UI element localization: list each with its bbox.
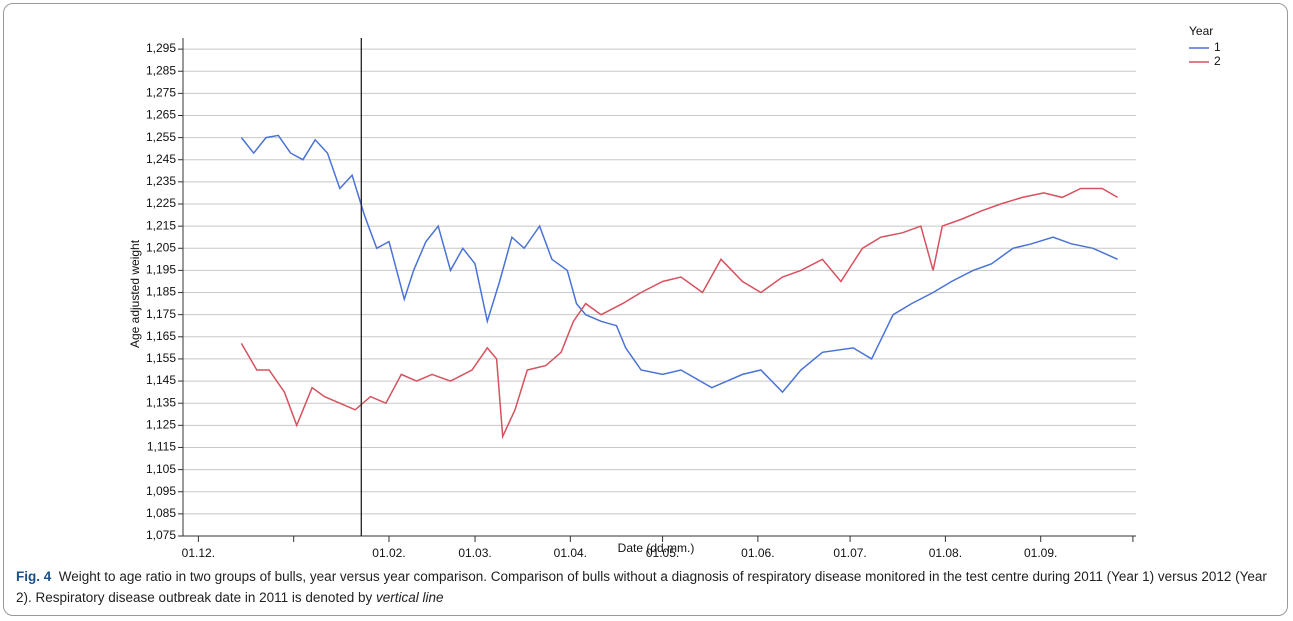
x-tick-label: 01.08. xyxy=(929,546,962,560)
y-tick-label: 1,105 xyxy=(146,462,176,476)
y-tick-label: 1,275 xyxy=(146,86,176,100)
series-line xyxy=(240,187,1118,440)
y-axis-label: Age adjusted weight xyxy=(128,239,142,348)
y-tick-label: 1,195 xyxy=(146,263,176,277)
legend-title: Year xyxy=(1189,24,1213,38)
y-tick-label: 1,145 xyxy=(146,373,176,387)
y-tick-label: 1,115 xyxy=(147,440,176,454)
caption-label: Fig. 4 xyxy=(16,569,52,584)
figure: Age adjusted weight Date (dd.mm.) Year 1… xyxy=(3,3,1288,616)
y-tick-label: 1,125 xyxy=(146,418,176,432)
series-line xyxy=(240,134,1118,394)
y-tick-label: 1,225 xyxy=(146,196,176,210)
y-tick-label: 1,235 xyxy=(146,174,176,188)
chart: Age adjusted weight Date (dd.mm.) Year 1… xyxy=(128,24,1221,560)
x-axis-label: Date (dd.mm.) xyxy=(618,541,695,555)
y-tick-label: 1,215 xyxy=(146,218,176,232)
legend-label: 2 xyxy=(1214,54,1221,68)
y-tick-label: 1,255 xyxy=(146,130,176,144)
y-tick-label: 1,095 xyxy=(146,484,176,498)
y-tick-label: 1,165 xyxy=(146,329,176,343)
x-tick-label: 01.05. xyxy=(646,546,679,560)
y-tick-label: 1,135 xyxy=(146,395,176,409)
y-tick-label: 1,205 xyxy=(146,240,176,254)
caption: Fig. 4 Weight to age ratio in two groups… xyxy=(16,566,1278,608)
caption-text: Weight to age ratio in two groups of bul… xyxy=(16,569,1267,605)
caption-emphasis: vertical line xyxy=(376,590,444,605)
y-tick-label: 1,085 xyxy=(146,506,176,520)
x-tick-label: 01.09. xyxy=(1024,546,1057,560)
y-tick-label: 1,175 xyxy=(146,307,176,321)
x-tick-label: 01.07. xyxy=(833,546,866,560)
x-tick-label: 01.02. xyxy=(372,546,405,560)
x-tick-label: 01.06. xyxy=(741,546,774,560)
y-tick-label: 1,155 xyxy=(146,351,176,365)
y-tick-label: 1,075 xyxy=(146,528,176,542)
y-tick-label: 1,265 xyxy=(146,108,176,122)
y-tick-label: 1,185 xyxy=(146,285,176,299)
legend-label: 1 xyxy=(1214,40,1221,54)
y-tick-label: 1,245 xyxy=(146,152,176,166)
x-tick-label: 01.04. xyxy=(554,546,587,560)
y-tick-label: 1,295 xyxy=(146,41,176,55)
x-tick-label: 01.12. xyxy=(182,546,215,560)
y-tick-label: 1,285 xyxy=(146,63,176,77)
x-tick-label: 01.03. xyxy=(458,546,491,560)
